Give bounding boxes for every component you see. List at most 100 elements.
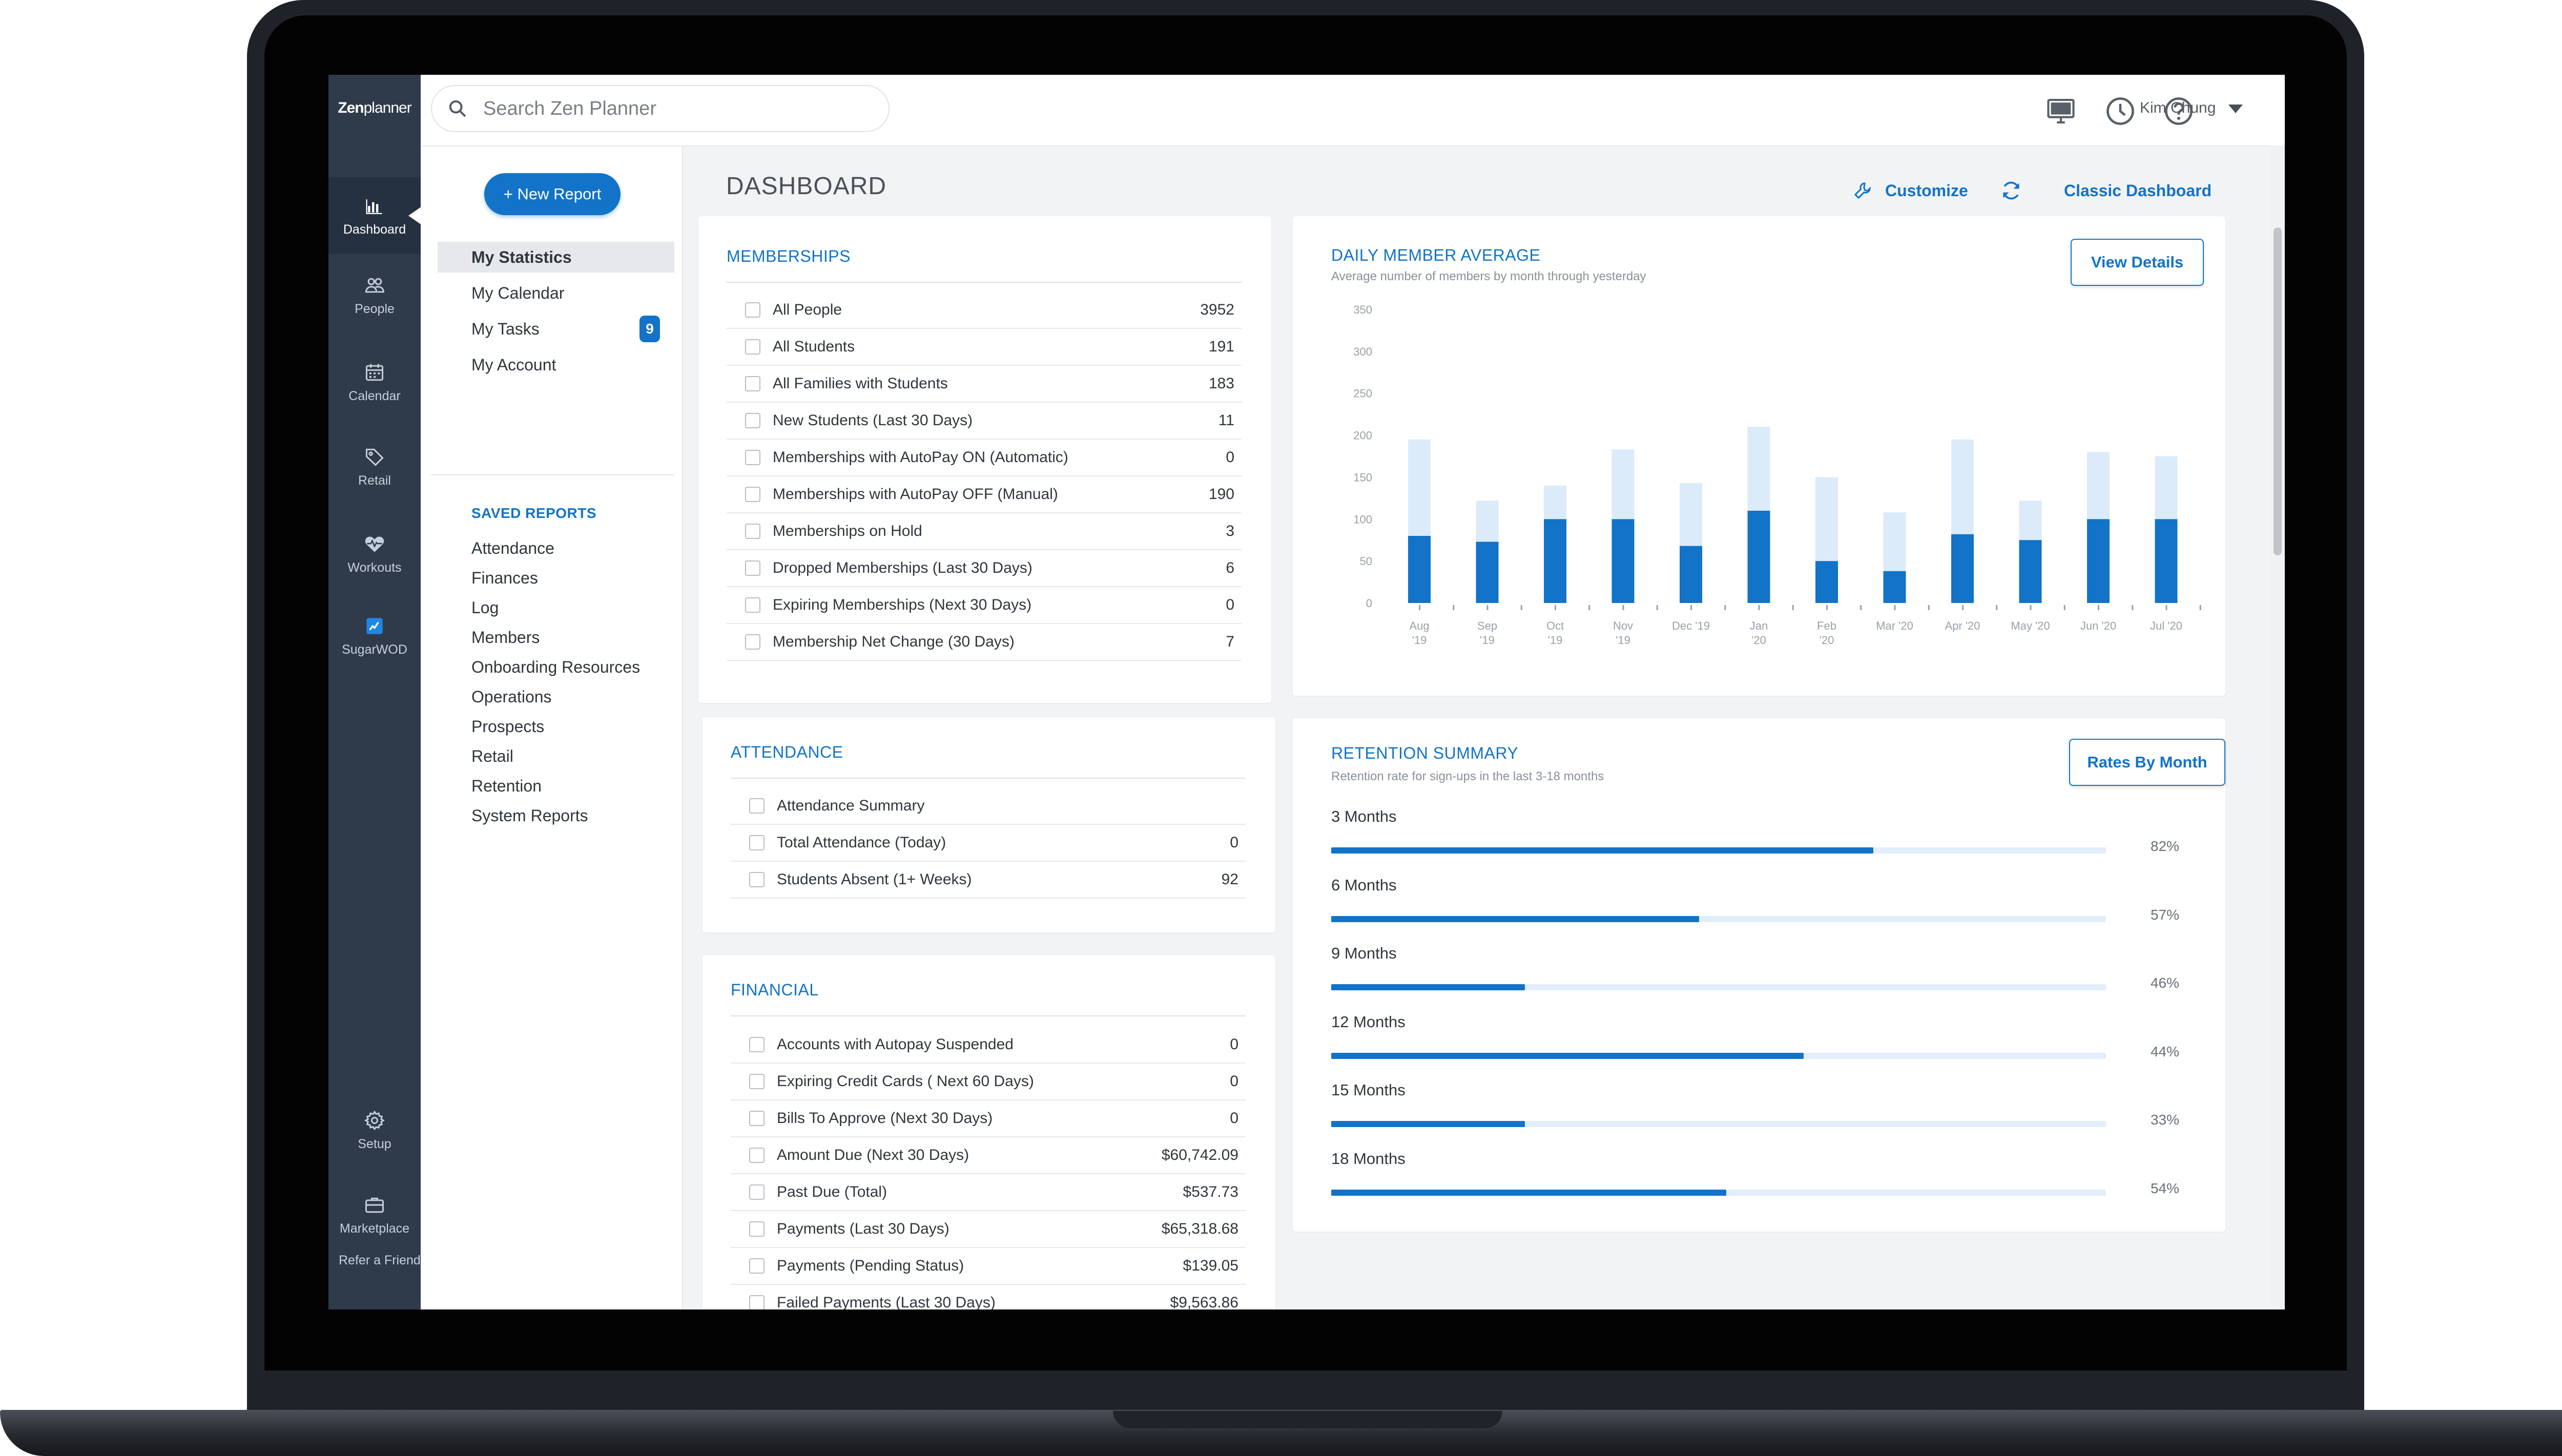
row-checkbox[interactable] (749, 1074, 765, 1089)
search-input[interactable] (482, 97, 874, 120)
saved-report-members[interactable]: Members (471, 628, 540, 647)
row-checkbox[interactable] (749, 798, 765, 814)
row-checkbox[interactable] (749, 1184, 765, 1200)
subnav-my-calendar[interactable]: My Calendar (471, 283, 565, 302)
stat-row[interactable]: Failed Payments (Last 30 Days) $9,563.86 (731, 1285, 1246, 1309)
saved-report-log[interactable]: Log (471, 598, 499, 617)
row-checkbox[interactable] (745, 597, 760, 613)
saved-report-onboarding-resources[interactable]: Onboarding Resources (471, 658, 640, 676)
row-checkbox[interactable] (749, 1111, 765, 1126)
daily-member-average-chart: 350 300 250 200 150 100 50 0 Aug '19 Sep '19 Oct '19 N… (1353, 303, 2201, 647)
saved-report-retail[interactable]: Retail (471, 747, 513, 765)
chevron-down-icon[interactable] (2228, 105, 2243, 113)
chart-bar-value[interactable] (2155, 519, 2178, 603)
stat-row[interactable]: All Families with Students 183 (727, 366, 1242, 403)
row-checkbox[interactable] (745, 450, 760, 465)
saved-report-retention[interactable]: Retention (471, 777, 542, 795)
stat-row[interactable]: Membership Net Change (30 Days) 7 (727, 624, 1242, 661)
stat-row[interactable]: Expiring Credit Cards ( Next 60 Days) 0 (731, 1064, 1246, 1100)
stat-row[interactable]: Memberships with AutoPay OFF (Manual) 190 (727, 476, 1242, 513)
chart-bar-value[interactable] (1476, 542, 1499, 603)
subnav-my-account[interactable]: My Account (471, 355, 556, 374)
rates-by-month-button[interactable]: Rates By Month (2069, 739, 2225, 786)
row-checkbox[interactable] (749, 872, 765, 887)
saved-report-prospects[interactable]: Prospects (471, 717, 545, 736)
chart-bar-value[interactable] (1544, 519, 1566, 603)
customize-link[interactable]: Customize (1852, 180, 1968, 201)
stat-row[interactable]: Students Absent (1+ Weeks) 92 (731, 862, 1246, 899)
user-name[interactable]: Kim Chung (2140, 99, 2216, 116)
row-checkbox[interactable] (745, 339, 760, 355)
stat-row[interactable]: All Students 191 (727, 329, 1242, 366)
row-checkbox[interactable] (749, 835, 765, 850)
stat-row[interactable]: Bills To Approve (Next 30 Days) 0 (731, 1100, 1246, 1137)
stat-row[interactable]: New Students (Last 30 Days) 11 (727, 403, 1242, 440)
chart-bar-value[interactable] (1951, 534, 1974, 603)
chart-bar-value[interactable] (2087, 519, 2110, 603)
rail-item-retail[interactable]: Retail (328, 428, 421, 505)
saved-report-system-reports[interactable]: System Reports (471, 806, 588, 825)
clock-icon[interactable] (2104, 95, 2136, 127)
page-scrollbar[interactable] (2270, 145, 2285, 1309)
row-checkbox[interactable] (745, 376, 760, 391)
stat-row[interactable]: Past Due (Total) $537.73 (731, 1174, 1246, 1211)
row-checkbox[interactable] (745, 413, 760, 428)
x-axis-tick (1419, 605, 1420, 610)
monitor-icon[interactable] (2045, 95, 2077, 127)
saved-report-operations[interactable]: Operations (471, 688, 552, 706)
row-checkbox[interactable] (749, 1148, 765, 1163)
rail-item-setup[interactable]: Setup (328, 1092, 421, 1169)
chart-bar-value[interactable] (1611, 519, 1635, 603)
row-checkbox[interactable] (745, 302, 760, 318)
rail-item-calendar[interactable]: Calendar (328, 344, 421, 421)
row-checkbox[interactable] (749, 1037, 765, 1052)
row-label: Memberships on Hold (773, 523, 922, 539)
rail-item-dashboard[interactable]: Dashboard (328, 177, 422, 254)
rail-item-sugarwod[interactable]: SugarWOD (328, 597, 421, 674)
stat-row[interactable]: Attendance Summary (731, 788, 1246, 825)
stat-row[interactable]: Expiring Memberships (Next 30 Days) 0 (727, 587, 1242, 624)
rail-label: Setup (358, 1136, 391, 1151)
stat-row[interactable]: Total Attendance (Today) 0 (731, 825, 1246, 862)
stat-row[interactable]: Accounts with Autopay Suspended 0 (731, 1027, 1246, 1064)
row-checkbox[interactable] (749, 1221, 765, 1237)
stat-row[interactable]: Memberships on Hold 3 (727, 513, 1242, 550)
new-report-button[interactable]: + New Report (484, 173, 621, 215)
saved-report-attendance[interactable]: Attendance (471, 539, 554, 557)
zen-planner-logo[interactable]: Zen planner (328, 75, 421, 141)
classic-dashboard-link[interactable]: Classic Dashboard (2064, 181, 2212, 200)
row-checkbox[interactable] (745, 524, 760, 539)
subnav-my-statistics[interactable]: My Statistics (438, 242, 674, 273)
stat-row[interactable]: Dropped Memberships (Last 30 Days) 6 (727, 550, 1242, 587)
rail-item-workouts[interactable]: Workouts (328, 515, 421, 592)
saved-report-finances[interactable]: Finances (471, 569, 538, 587)
chart-bar-value[interactable] (1883, 571, 1906, 603)
subnav-my-tasks[interactable]: My Tasks 9 (438, 314, 674, 344)
stat-row[interactable]: Payments (Last 30 Days) $65,318.68 (731, 1211, 1246, 1248)
help-icon[interactable] (2163, 95, 2195, 127)
stat-row[interactable]: Amount Due (Next 30 Days) $60,742.09 (731, 1137, 1246, 1174)
row-value: 3952 (1200, 301, 1234, 318)
refer-a-friend-link[interactable]: Refer a Friend (339, 1253, 421, 1267)
scrollbar-thumb[interactable] (2274, 227, 2282, 555)
stat-row[interactable]: Memberships with AutoPay ON (Automatic) 0 (727, 440, 1242, 476)
stat-row[interactable]: All People 3952 (727, 292, 1242, 329)
chart-bar-value[interactable] (1680, 546, 1702, 603)
row-checkbox[interactable] (749, 1258, 765, 1274)
row-checkbox[interactable] (745, 560, 760, 576)
chart-bar-value[interactable] (1815, 561, 1838, 603)
row-checkbox[interactable] (745, 487, 760, 502)
rail-item-people[interactable]: People (328, 257, 421, 334)
rail-item-marketplace[interactable]: Marketplace (328, 1176, 421, 1253)
view-details-button[interactable]: View Details (2071, 239, 2204, 286)
stat-row[interactable]: Payments (Pending Status) $139.05 (731, 1248, 1246, 1285)
refresh-icon[interactable] (2000, 179, 2022, 202)
search-box[interactable] (431, 85, 890, 132)
retention-progress-bar (1331, 916, 2106, 922)
row-checkbox[interactable] (749, 1295, 765, 1309)
row-checkbox[interactable] (745, 634, 760, 650)
row-value: 92 (1221, 871, 1238, 888)
chart-bar-value[interactable] (1408, 536, 1431, 603)
chart-bar-value[interactable] (1747, 510, 1770, 603)
chart-bar-value[interactable] (2019, 540, 2042, 603)
